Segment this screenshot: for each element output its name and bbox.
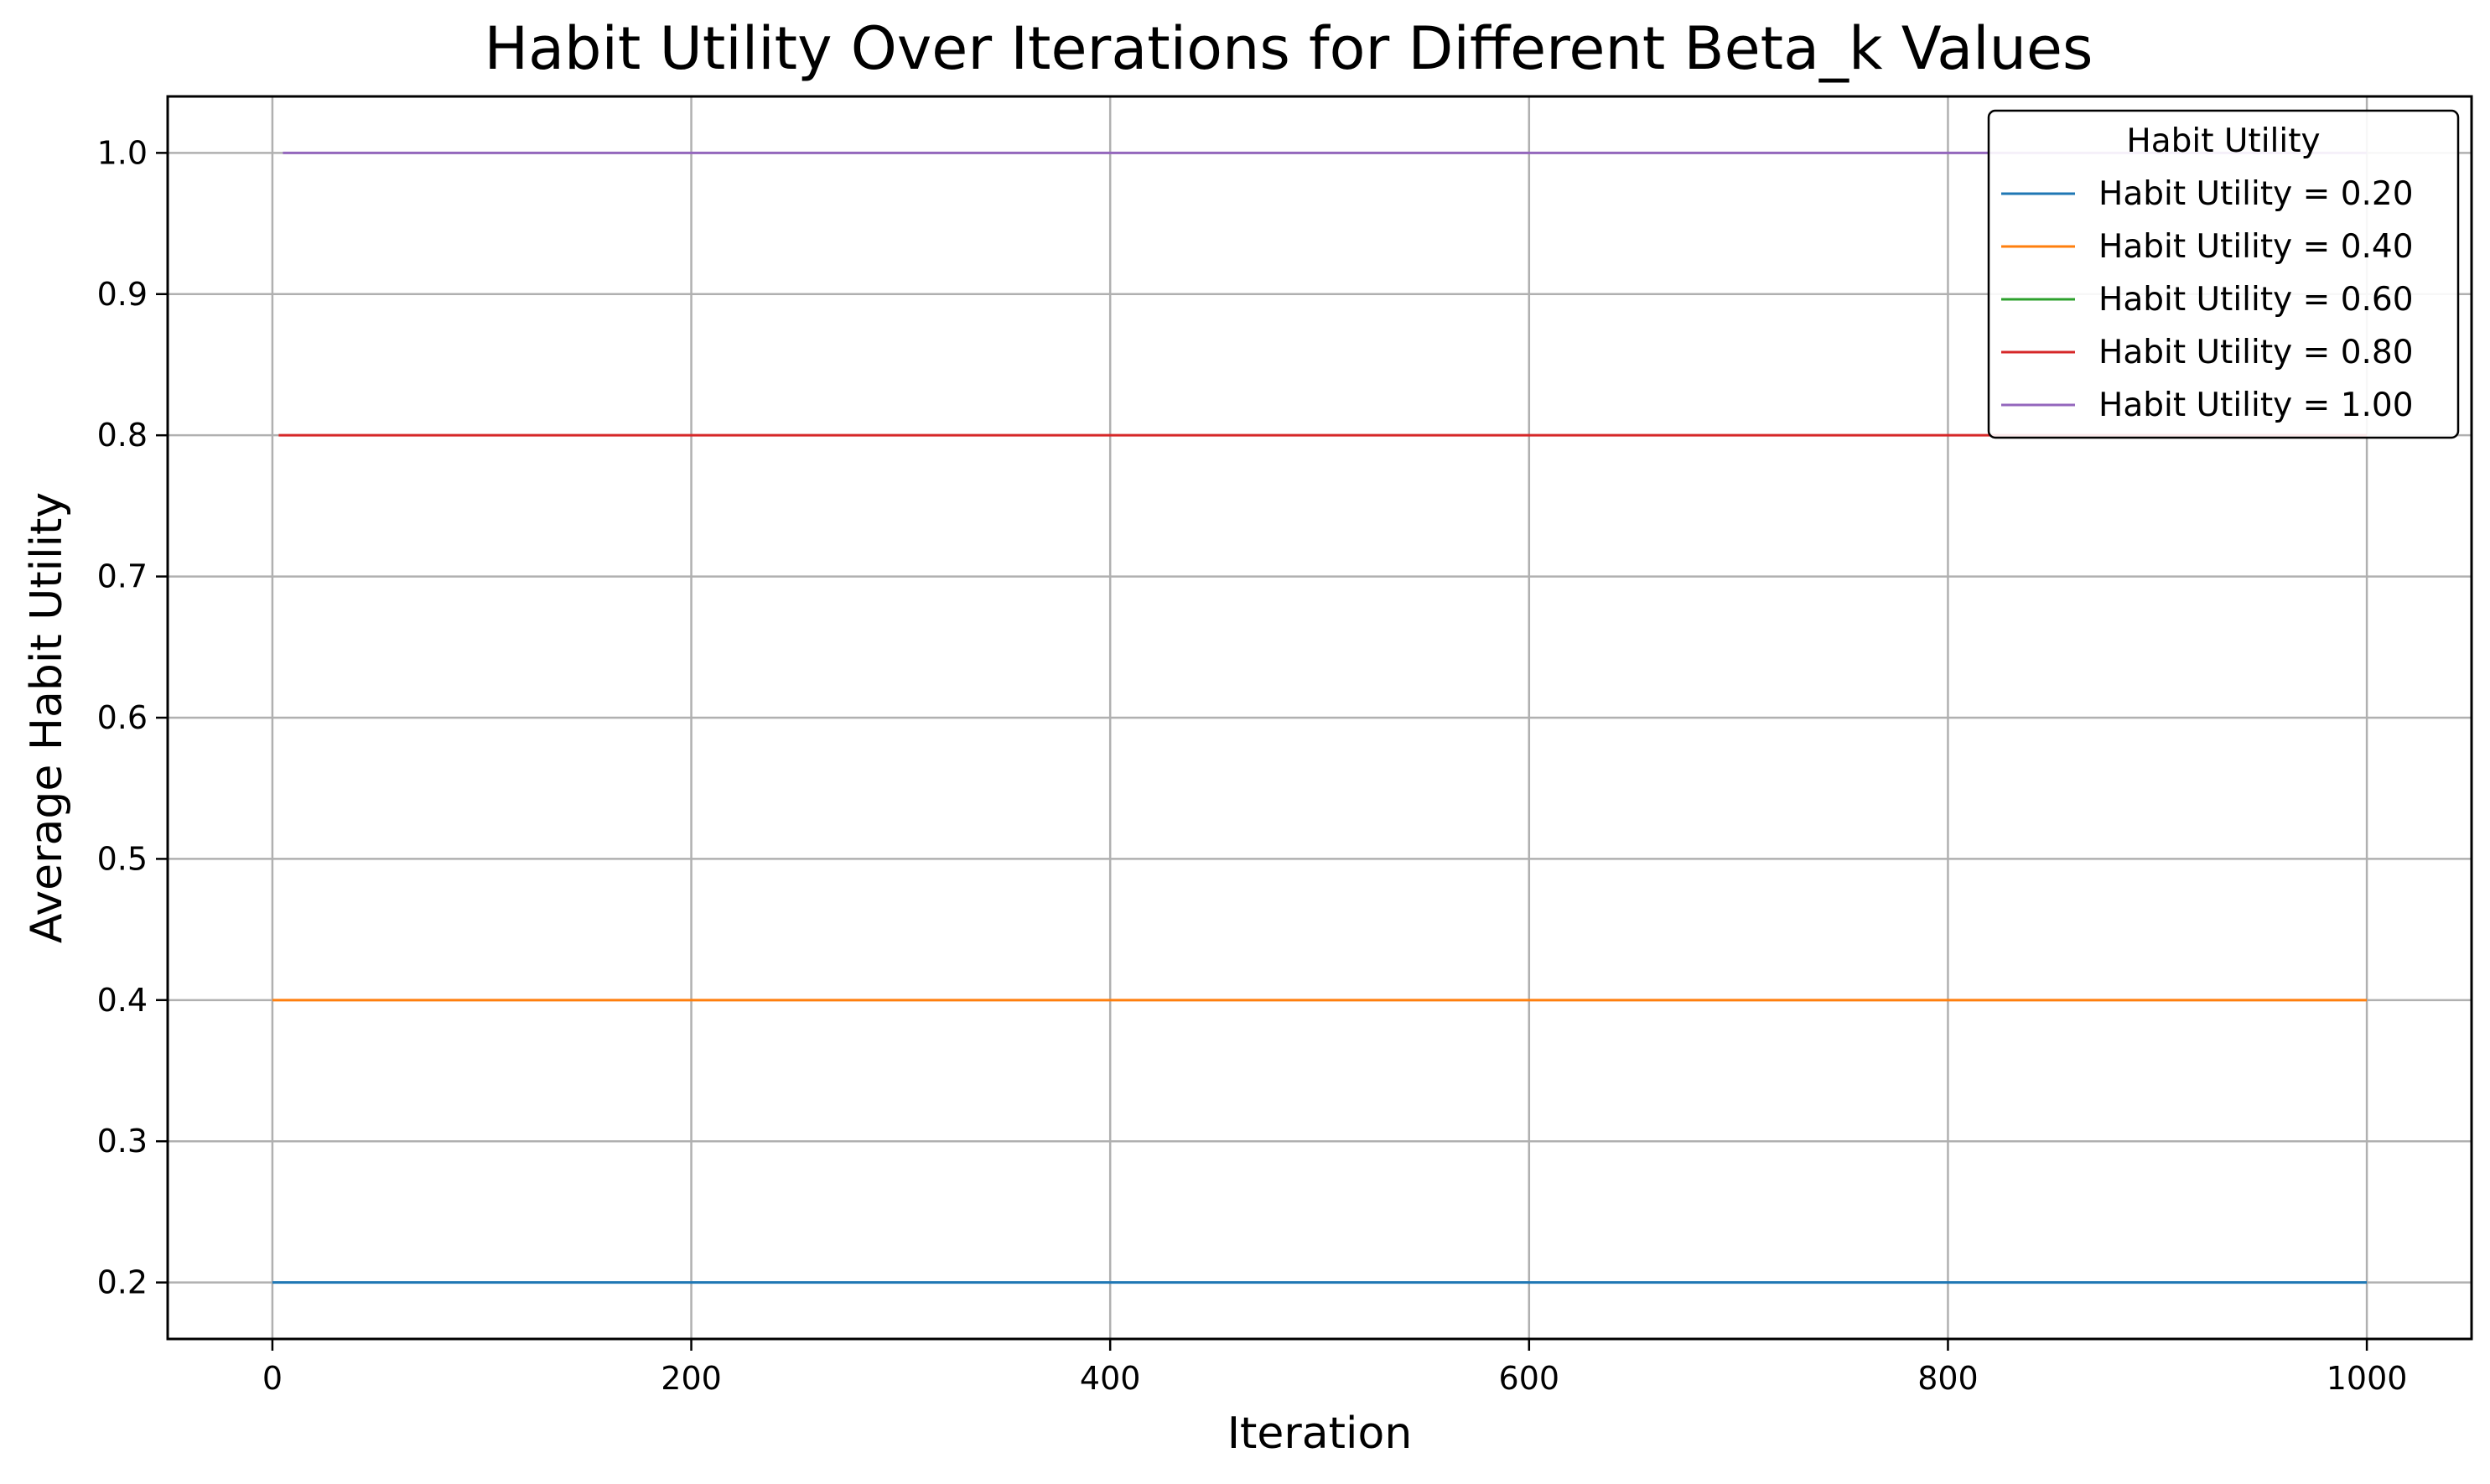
legend: Habit Utility Habit Utility = 0.20Habit … [1987, 109, 2460, 439]
y-tick-label: 0.9 [97, 276, 148, 313]
legend-entry-label: Habit Utility = 0.80 [2098, 334, 2414, 371]
y-tick-label: 1.0 [97, 134, 148, 171]
legend-entry-label: Habit Utility = 0.20 [2098, 175, 2414, 213]
legend-entry-label: Habit Utility = 0.40 [2098, 228, 2414, 266]
y-tick-label: 0.6 [97, 699, 148, 736]
y-tick-label: 0.7 [97, 558, 148, 595]
y-tick-label: 0.5 [97, 840, 148, 877]
x-tick-label: 200 [661, 1360, 722, 1397]
x-tick-label: 0 [262, 1360, 283, 1397]
x-tick-label: 600 [1499, 1360, 1560, 1397]
legend-entry-label: Habit Utility = 0.60 [2098, 281, 2414, 319]
x-axis-label: Iteration [1227, 1409, 1413, 1459]
legend-frame [1987, 109, 2460, 439]
y-tick-label: 0.2 [97, 1264, 148, 1301]
x-tick-label: 1000 [2327, 1360, 2408, 1397]
chart-title: Habit Utility Over Iterations for Differ… [485, 14, 2093, 83]
legend-entries: Habit Utility = 0.20 Habit Utility = 0.40… [2001, 175, 2414, 424]
axis-ticks: 0 200 400 600 800 1000 0.2 0.3 0.4 0.5 0.6 0.7 0.8 0.… [97, 134, 2408, 1397]
y-tick-label: 0.4 [97, 982, 148, 1019]
x-tick-label: 800 [1917, 1360, 1979, 1397]
legend-title: Habit Utility [2126, 122, 2320, 160]
x-tick-label: 400 [1080, 1360, 1141, 1397]
legend-entry-label: Habit Utility = 1.00 [2098, 387, 2414, 424]
y-tick-label: 0.8 [97, 417, 148, 454]
y-tick-label: 0.3 [97, 1123, 148, 1160]
y-axis-label: Average Habit Utility [22, 492, 72, 943]
